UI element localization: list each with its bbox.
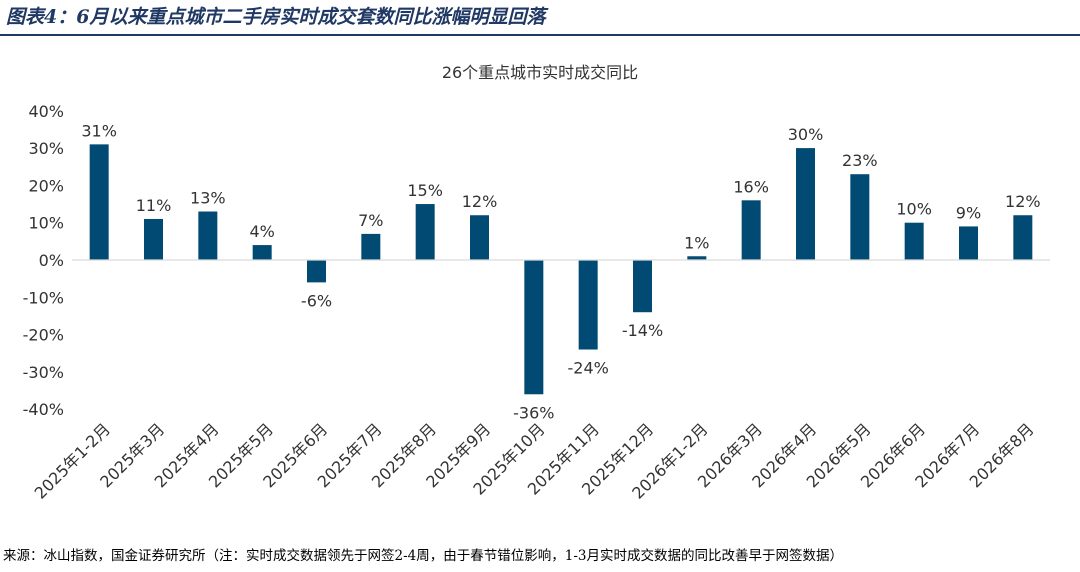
data-label: 15%: [407, 181, 443, 200]
bar: [633, 260, 652, 313]
data-label: -36%: [513, 403, 554, 422]
y-tick-label: 40%: [28, 102, 64, 121]
bar: [904, 222, 924, 260]
bar-chart: 26个重点城市实时成交同比 40% 30% 20% 10% 0% -10% -20% -30%…: [23, 63, 1050, 503]
bar: [796, 148, 815, 260]
data-label: 12%: [1005, 192, 1041, 211]
source-note: 来源：冰山指数，国金证券研究所（注：实时成交数据领先于网签2-4周，由于春节错位…: [3, 548, 843, 564]
bars: [89, 144, 1033, 395]
y-tick-label: -10%: [23, 288, 64, 307]
data-label: -6%: [301, 291, 332, 310]
bar: [470, 215, 489, 260]
data-label: 31%: [81, 121, 117, 140]
bar: [361, 233, 381, 260]
y-axis: 40% 30% 20% 10% 0% -10% -20% -30% -40%: [23, 102, 64, 419]
bar: [252, 245, 272, 260]
data-label: 16%: [733, 177, 769, 196]
y-tick-label: 0%: [39, 251, 64, 270]
data-label: 7%: [358, 211, 383, 230]
bar: [144, 218, 163, 260]
data-label: 12%: [462, 192, 498, 211]
bar: [415, 204, 435, 260]
title-divider: [0, 34, 1080, 36]
bar: [687, 256, 707, 260]
data-label: 10%: [896, 200, 932, 219]
bar: [850, 174, 870, 260]
bar: [741, 200, 761, 260]
x-axis: 2025年1-2月2025年3月2025年4月2025年5月2025年6月202…: [31, 419, 1038, 502]
data-label: 11%: [136, 196, 172, 215]
data-labels: 31% 11% 13% 4% -6% 7% 15% 12% -36% -24% -14% 1% 16% 3…: [81, 121, 1040, 422]
y-tick-label: -20%: [23, 326, 64, 345]
data-label: -14%: [622, 321, 663, 340]
bar: [959, 226, 978, 260]
x-tick-label: 2025年1-2月: [31, 419, 114, 502]
bar: [578, 260, 598, 350]
bar: [1013, 215, 1033, 260]
bar: [524, 260, 544, 395]
data-label: 30%: [788, 125, 824, 144]
bar: [198, 211, 218, 260]
y-tick-label: -40%: [23, 400, 64, 419]
data-label: -24%: [567, 359, 608, 378]
data-label: 1%: [684, 233, 709, 252]
y-tick-label: -30%: [23, 363, 64, 382]
bar: [307, 260, 326, 283]
data-label: 23%: [842, 151, 878, 170]
y-tick-label: 10%: [28, 214, 64, 233]
y-tick-label: 20%: [28, 176, 64, 195]
y-tick-label: 30%: [28, 139, 64, 158]
data-label: 4%: [249, 222, 274, 241]
chart-title: 26个重点城市实时成交同比: [442, 63, 638, 82]
data-label: 9%: [956, 203, 981, 222]
bar: [89, 144, 109, 260]
data-label: 13%: [190, 189, 226, 208]
figure-title: 图表4：6月以来重点城市二手房实时成交套数同比涨幅明显回落: [6, 6, 546, 28]
